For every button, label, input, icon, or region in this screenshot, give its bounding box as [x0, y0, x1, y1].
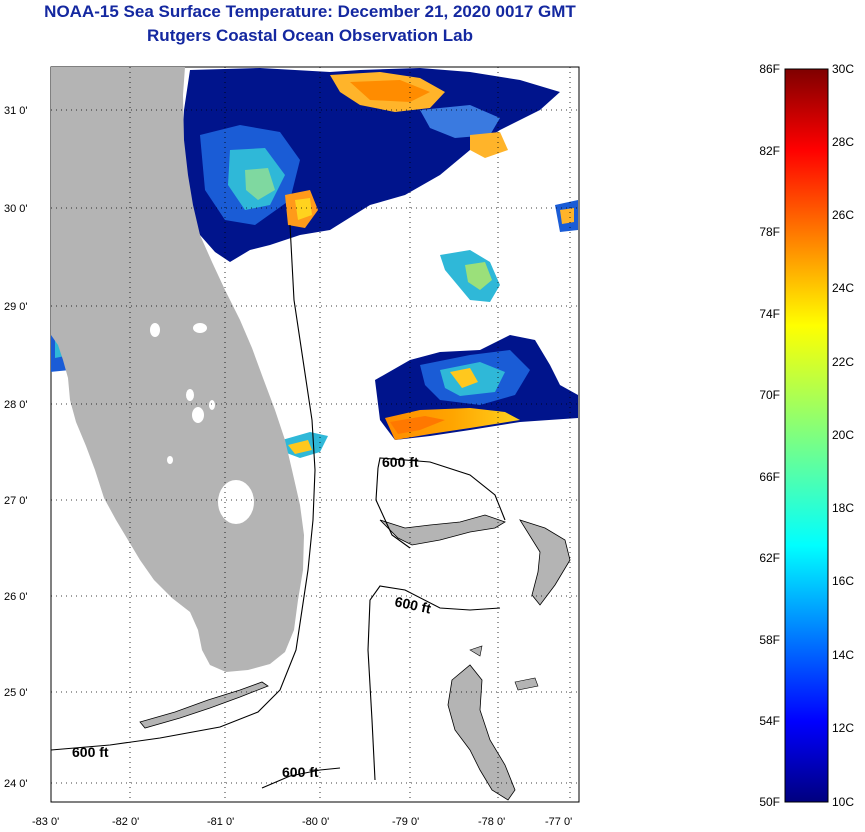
- lon-label: -82 0': [112, 816, 139, 828]
- cb-c-label: 24C: [832, 281, 854, 295]
- cb-c-label: 22C: [832, 355, 854, 369]
- lat-label: 24 0': [4, 778, 28, 790]
- lake: [150, 323, 160, 337]
- lon-label: -83 0': [32, 816, 59, 828]
- isobath-label: 600 ft: [393, 593, 432, 616]
- lake: [192, 407, 204, 423]
- cb-c-label: 28C: [832, 135, 854, 149]
- latitude-labels: 31 0' 30 0' 29 0' 28 0' 27 0' 26 0' 25 0…: [4, 105, 28, 790]
- cb-f-label: 86F: [759, 62, 780, 76]
- sst-patches-south: [282, 335, 578, 458]
- cb-c-label: 12C: [832, 721, 854, 735]
- cb-f-label: 82F: [759, 144, 780, 158]
- florida-keys: [139, 681, 269, 729]
- colorbar-fahrenheit-labels: 86F 82F 78F 74F 70F 66F 62F 58F 54F 50F: [759, 62, 780, 809]
- graticule: [51, 67, 579, 802]
- lake: [209, 400, 215, 410]
- temperature-colorbar: 86F 82F 78F 74F 70F 66F 62F 58F 54F 50F …: [759, 62, 854, 809]
- lat-label: 25 0': [4, 687, 28, 699]
- cb-f-label: 58F: [759, 633, 780, 647]
- lon-label: -81 0': [207, 816, 234, 828]
- lon-label: -79 0': [392, 816, 419, 828]
- cb-c-label: 16C: [832, 574, 854, 588]
- cb-c-label: 20C: [832, 428, 854, 442]
- lat-label: 31 0': [4, 105, 28, 117]
- longitude-labels: -83 0' -82 0' -81 0' -80 0' -79 0' -78 0…: [32, 816, 572, 828]
- island: [514, 677, 539, 691]
- grand-bahama-island: [379, 514, 506, 546]
- isobath-label: 600 ft: [382, 454, 419, 470]
- lake: [186, 389, 194, 401]
- lon-label: -78 0': [478, 816, 505, 828]
- isobath-label: 600 ft: [282, 764, 319, 780]
- chart-title: NOAA-15 Sea Surface Temperature: Decembe…: [44, 2, 576, 21]
- cb-f-label: 66F: [759, 470, 780, 484]
- lon-label: -80 0': [302, 816, 329, 828]
- lake: [167, 456, 173, 464]
- lat-label: 29 0': [4, 301, 28, 313]
- lat-label: 30 0': [4, 203, 28, 215]
- chart-subtitle: Rutgers Coastal Ocean Observation Lab: [147, 26, 473, 45]
- colorbar-gradient: [784, 68, 829, 803]
- cb-c-label: 30C: [832, 62, 854, 76]
- sst-patches-north: [182, 68, 578, 262]
- lake: [193, 323, 207, 333]
- cb-f-label: 50F: [759, 795, 780, 809]
- cb-c-label: 26C: [832, 208, 854, 222]
- cb-f-label: 62F: [759, 551, 780, 565]
- lat-label: 26 0': [4, 591, 28, 603]
- island: [469, 645, 483, 657]
- colorbar-celsius-labels: 30C 28C 26C 24C 22C 20C 18C 16C 14C 12C …: [832, 62, 854, 809]
- cb-f-label: 70F: [759, 388, 780, 402]
- isobath-label: 600 ft: [72, 744, 109, 760]
- cb-c-label: 14C: [832, 648, 854, 662]
- cb-f-label: 78F: [759, 225, 780, 239]
- lake-okeechobee: [218, 480, 254, 524]
- isobath-600ft: [51, 224, 506, 789]
- cb-f-label: 54F: [759, 714, 780, 728]
- cb-c-label: 18C: [832, 501, 854, 515]
- andros-island: [447, 664, 516, 801]
- lat-label: 28 0': [4, 399, 28, 411]
- lon-label: -77 0': [545, 816, 572, 828]
- abaco-island: [519, 519, 571, 606]
- cb-f-label: 74F: [759, 307, 780, 321]
- lat-label: 27 0': [4, 495, 28, 507]
- cb-c-label: 10C: [832, 795, 854, 809]
